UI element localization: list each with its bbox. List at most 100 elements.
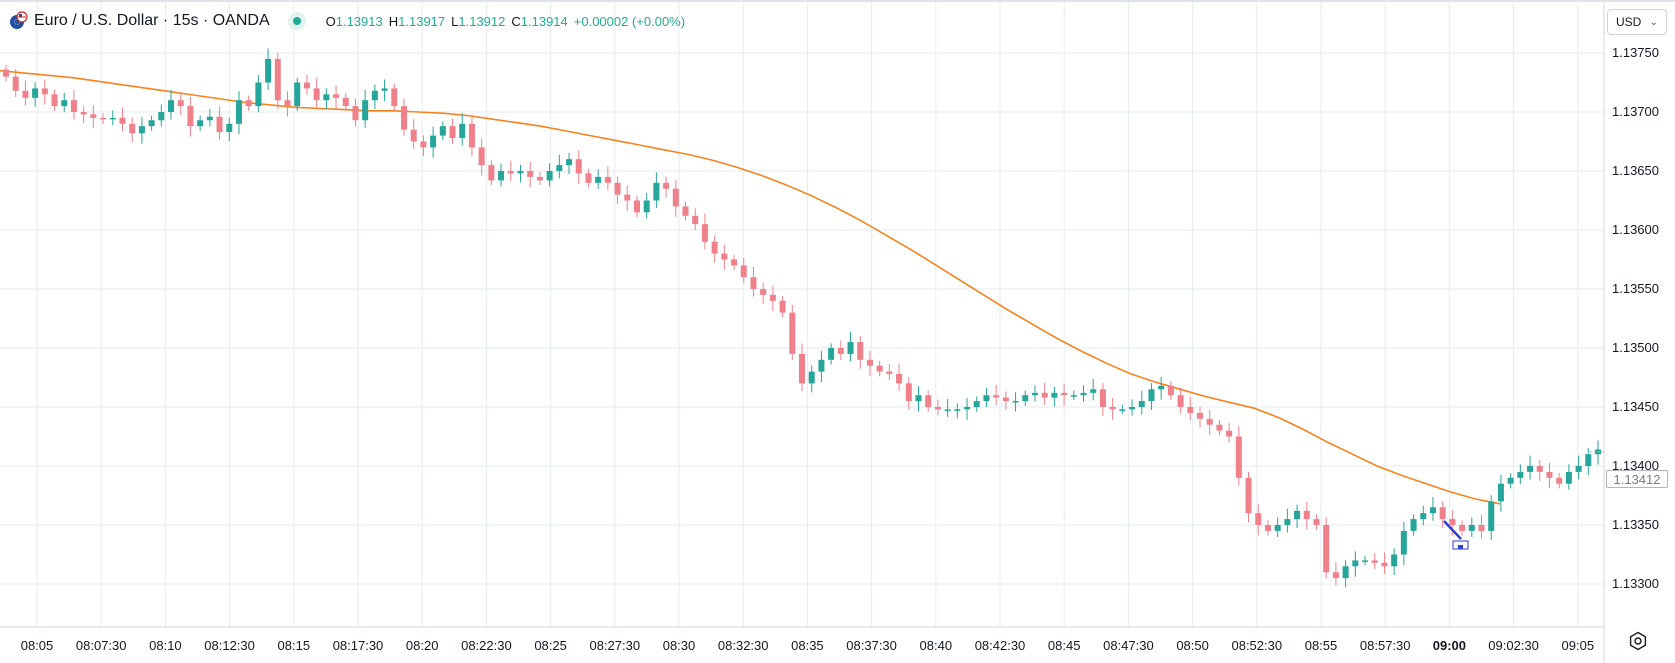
candle-body xyxy=(1041,392,1048,398)
candle-body xyxy=(1264,525,1271,531)
time-tick-label: 08:07:30 xyxy=(76,638,127,653)
eurusd-flag-icon xyxy=(10,11,28,29)
price-tick-label: 1.13500 xyxy=(1612,340,1659,355)
candle-body xyxy=(1342,566,1349,579)
candle-body xyxy=(109,117,116,120)
candle-body xyxy=(1410,519,1417,531)
last-price-label: 1.13412 xyxy=(1606,470,1668,488)
candle-body xyxy=(944,409,951,411)
candle-body xyxy=(1080,392,1087,396)
candle-body xyxy=(1420,513,1427,520)
candle-body xyxy=(1235,436,1242,478)
candle-body xyxy=(61,100,68,107)
candle-body xyxy=(1119,409,1126,411)
candle-body xyxy=(566,159,573,166)
candle-body xyxy=(197,120,204,127)
candle-body xyxy=(701,224,708,242)
candle-body xyxy=(973,401,980,407)
candle-body xyxy=(1459,525,1466,531)
candle-body xyxy=(1371,560,1378,563)
candle-body xyxy=(1099,389,1106,407)
candle-body xyxy=(769,294,776,301)
candle-body xyxy=(1400,530,1407,555)
candle-body xyxy=(255,82,262,107)
candle-body xyxy=(556,165,563,171)
candle-body xyxy=(1332,572,1339,579)
candle-body xyxy=(100,117,107,120)
time-tick-label: 08:55 xyxy=(1305,638,1338,653)
time-tick-label: 08:05 xyxy=(21,638,54,653)
candle-body xyxy=(1303,510,1310,520)
candle-body xyxy=(905,383,912,402)
moving-average-layer xyxy=(0,69,1501,505)
candle-body xyxy=(265,58,272,83)
candle-body xyxy=(498,171,505,181)
price-tick-label: 1.13350 xyxy=(1612,517,1659,532)
price-tick-label: 1.13700 xyxy=(1612,104,1659,119)
candle-body xyxy=(1245,477,1252,514)
time-tick-label: 08:47:30 xyxy=(1103,638,1154,653)
candle-body xyxy=(303,82,310,89)
price-tick-label: 1.13750 xyxy=(1612,45,1659,60)
candle-body xyxy=(915,395,922,402)
candle-body xyxy=(595,176,602,183)
candle-body xyxy=(1497,483,1504,502)
candle-body xyxy=(1051,392,1058,398)
candle-body xyxy=(1090,389,1097,393)
candle-body xyxy=(158,112,165,121)
time-axis-labels: 08:05 08:07:30 08:10 08:12:30 08:15 08:17:30 0… xyxy=(21,638,1594,653)
candle-body xyxy=(362,100,369,121)
candle-body xyxy=(1012,401,1019,403)
candle-body xyxy=(206,116,213,121)
candle-body xyxy=(750,277,757,289)
candle-body xyxy=(1109,407,1116,410)
drawing-handle[interactable] xyxy=(1458,545,1463,549)
price-tick-label: 1.13400 xyxy=(1612,458,1659,473)
candle-body xyxy=(692,215,699,225)
candle-body xyxy=(886,371,893,374)
candle-body xyxy=(1585,454,1592,466)
candle-body xyxy=(1478,525,1485,531)
time-tick-label: 08:52:30 xyxy=(1231,638,1282,653)
candle-body xyxy=(1284,519,1291,525)
candle-body xyxy=(22,90,29,98)
candle-body xyxy=(604,176,611,183)
candle-body xyxy=(1255,513,1262,525)
candle-body xyxy=(1468,525,1475,531)
drawing-arrow[interactable] xyxy=(1443,520,1462,540)
candle-body xyxy=(1449,519,1456,525)
price-tick-label: 1.13650 xyxy=(1612,163,1659,178)
candle-body xyxy=(614,182,621,195)
candle-body xyxy=(925,395,932,407)
candle-body xyxy=(1313,519,1320,525)
candle-body xyxy=(731,259,738,266)
candle-body xyxy=(1294,510,1301,520)
user-drawing[interactable] xyxy=(1443,451,1604,550)
candle-body xyxy=(643,200,650,213)
candle-body xyxy=(1488,501,1495,531)
candle-body xyxy=(420,141,427,148)
candle-body xyxy=(624,194,631,201)
candle-body xyxy=(1158,385,1165,390)
candle-body xyxy=(1177,395,1184,407)
price-tick-label: 1.13450 xyxy=(1612,399,1659,414)
candle-body xyxy=(226,123,233,133)
candle-body xyxy=(721,253,728,260)
open-value: 1.13913 xyxy=(335,13,383,29)
gear-icon[interactable] xyxy=(1628,631,1648,651)
currency-selector[interactable]: USD ⌄ xyxy=(1607,9,1667,35)
price-axis-labels: 1.13750 1.13700 1.13650 1.13600 1.13550 1.135… xyxy=(1612,45,1659,591)
candle-body xyxy=(1565,471,1572,484)
candle-body xyxy=(333,94,340,98)
candle-body xyxy=(711,241,718,254)
candle-body xyxy=(1148,389,1155,402)
candle-body xyxy=(527,171,534,177)
price-tick-label: 1.13550 xyxy=(1612,281,1659,296)
symbol-title[interactable]: Euro / U.S. Dollar · 15s · OANDA xyxy=(34,12,270,29)
chart-grid xyxy=(0,0,1604,627)
high-value: 1.13917 xyxy=(398,13,446,29)
symbol-legend: Euro / U.S. Dollar · 15s · OANDA O1.1391… xyxy=(8,9,685,33)
candle-body xyxy=(546,171,553,181)
candle-body xyxy=(896,373,903,384)
